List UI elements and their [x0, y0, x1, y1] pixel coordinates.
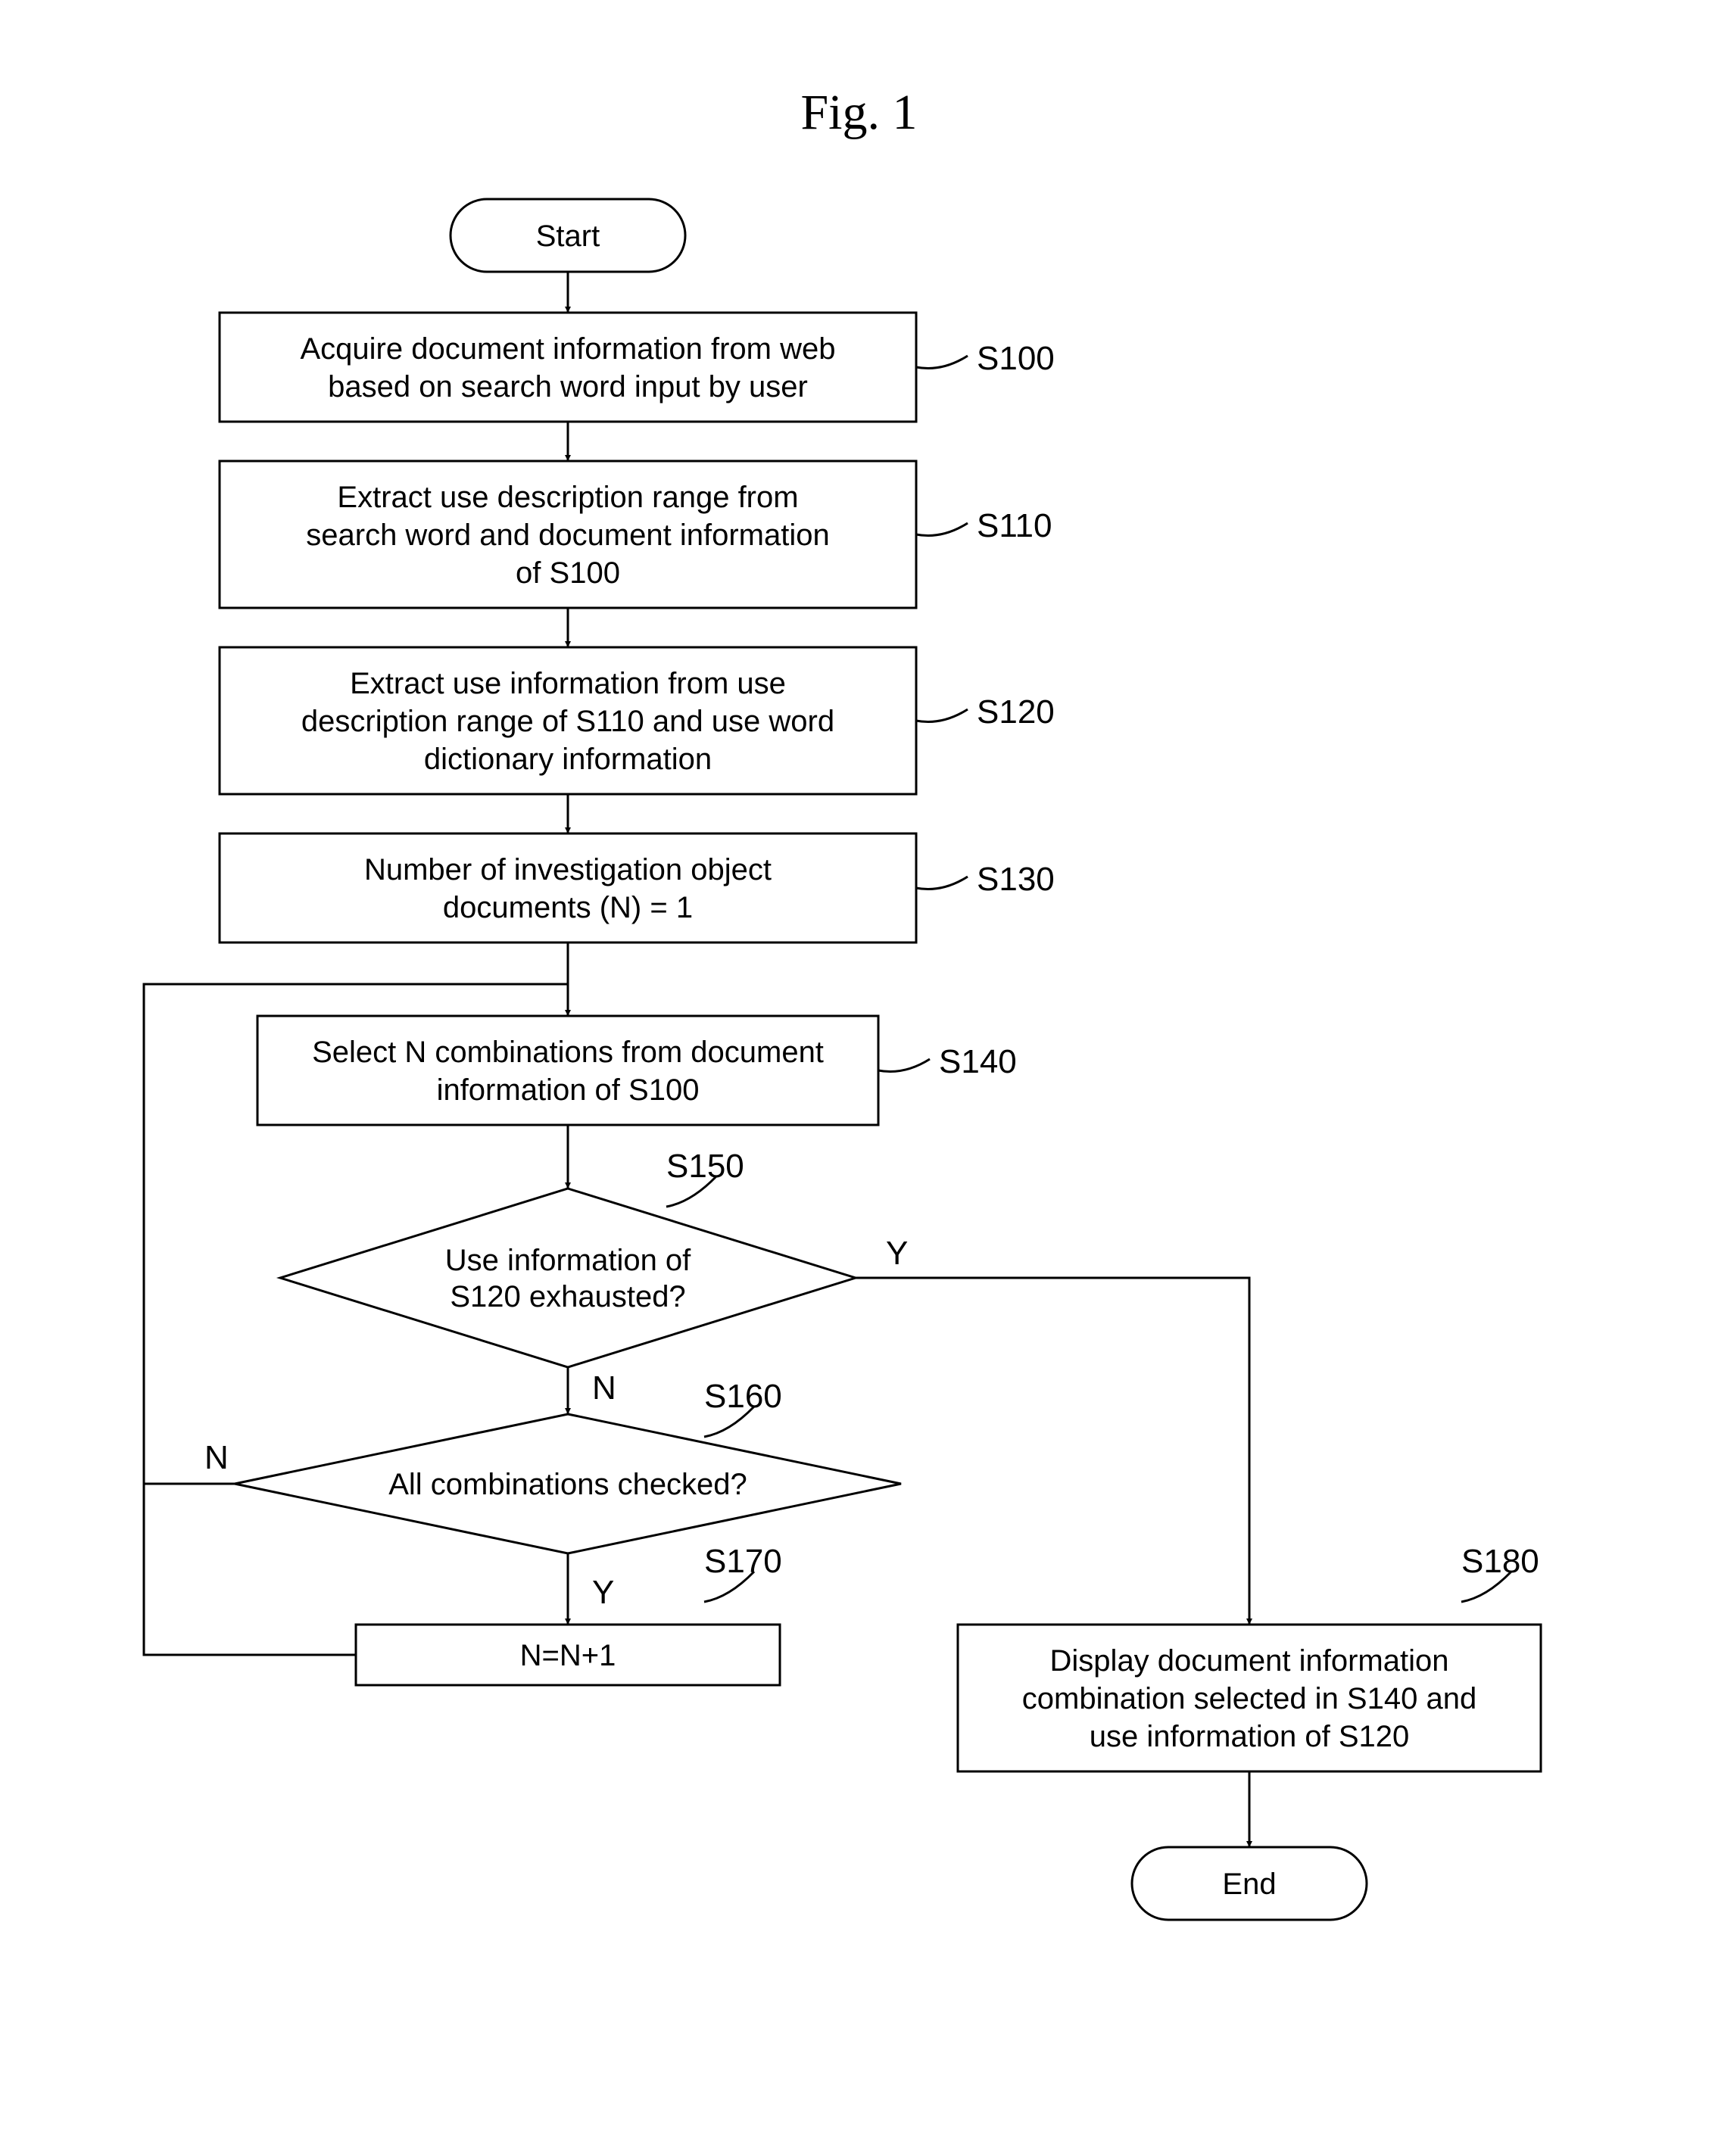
s100-text: Acquire document information from web: [301, 332, 836, 366]
s120-text: Extract use information from use: [350, 667, 786, 700]
step-tag: S140: [939, 1043, 1017, 1080]
s100-node: [220, 313, 916, 422]
s140-node: [257, 1016, 878, 1125]
step-tag: S130: [977, 861, 1055, 898]
s140-text: Select N combinations from document: [312, 1036, 824, 1069]
s170-text: N=N+1: [520, 1639, 616, 1672]
flow-edge: [856, 1278, 1249, 1625]
leader-line: [916, 356, 968, 369]
leader-line: [916, 523, 968, 536]
step-tag: S180: [1461, 1543, 1539, 1580]
s110-text: Extract use description range from: [337, 481, 798, 514]
s120-text: description range of S110 and use word: [301, 705, 834, 738]
edge-label: Y: [886, 1235, 908, 1272]
step-tag: S160: [704, 1378, 782, 1415]
step-tag: S110: [977, 507, 1052, 544]
s160-text: All combinations checked?: [388, 1468, 747, 1501]
s140-text: information of S100: [437, 1073, 700, 1107]
s150-node: [280, 1189, 856, 1367]
s130-text: Number of investigation object: [364, 853, 772, 886]
leader-line: [916, 877, 968, 890]
leader-line: [878, 1059, 930, 1072]
leader-line: [916, 709, 968, 722]
step-tag: S150: [666, 1148, 744, 1185]
end-label: End: [1222, 1868, 1276, 1901]
s130-node: [220, 833, 916, 942]
s100-text: based on search word input by user: [328, 370, 808, 403]
flow-edge: [144, 1484, 356, 1655]
edge-label: N: [592, 1369, 616, 1407]
s180-text: use information of S120: [1090, 1720, 1409, 1753]
s150-text: Use information of: [445, 1244, 691, 1277]
step-tag: S100: [977, 340, 1055, 377]
edge-label: N: [204, 1439, 229, 1476]
s150-text: S120 exhausted?: [450, 1280, 685, 1313]
s180-text: combination selected in S140 and: [1022, 1682, 1476, 1715]
step-tag: S120: [977, 693, 1055, 731]
s110-text: of S100: [516, 556, 620, 590]
s130-text: documents (N) = 1: [443, 891, 693, 924]
step-tag: S170: [704, 1543, 782, 1580]
s120-text: dictionary information: [424, 743, 712, 776]
s180-text: Display document information: [1050, 1644, 1449, 1678]
figure-title: Fig. 1: [800, 85, 917, 140]
s110-text: search word and document information: [306, 519, 829, 552]
edge-label: Y: [592, 1574, 614, 1611]
start-label: Start: [536, 220, 600, 253]
